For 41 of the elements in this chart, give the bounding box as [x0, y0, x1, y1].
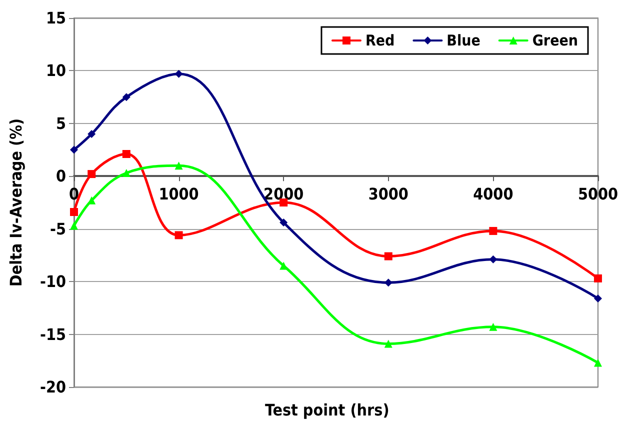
point	[594, 294, 602, 302]
point	[70, 146, 78, 154]
point	[174, 70, 183, 78]
y-axis-title: Delta Iv-Average (%)	[6, 118, 26, 287]
legend-label: Red	[365, 32, 395, 50]
point	[70, 208, 78, 216]
x-axis-title: Test point (hrs)	[265, 400, 390, 420]
y-tick-label: 10	[46, 61, 66, 80]
point	[594, 358, 602, 367]
legend-label: Green	[532, 32, 578, 50]
point	[122, 168, 130, 177]
point	[122, 93, 130, 102]
y-tick-label: 0	[56, 166, 66, 186]
y-tick-label: -15	[40, 324, 66, 344]
legend-label: Blue	[446, 32, 480, 50]
point	[594, 274, 602, 282]
x-tick-label: 5000	[578, 184, 618, 204]
y-tick-label: -10	[40, 272, 66, 292]
point	[174, 231, 183, 240]
x-tick-label: 2000	[264, 184, 304, 204]
y-tick-label: 5	[56, 114, 66, 133]
point	[88, 196, 96, 204]
point	[280, 218, 288, 227]
y-tick-label: -5	[50, 219, 66, 238]
point	[489, 322, 498, 331]
x-tick-label: 1000	[158, 184, 199, 204]
point	[384, 340, 392, 348]
x-tick-label: 0	[68, 184, 80, 204]
y-tick-label: 15	[46, 8, 66, 28]
point	[88, 130, 96, 138]
point	[384, 252, 392, 260]
x-tick-label: 3000	[368, 184, 408, 204]
point	[489, 226, 498, 235]
point	[70, 222, 78, 230]
point	[384, 278, 392, 287]
point	[88, 170, 96, 178]
x-tick-label: 4000	[473, 184, 514, 204]
point	[174, 162, 183, 170]
point	[489, 255, 498, 264]
point	[122, 150, 130, 158]
y-tick-label: -20	[40, 378, 66, 396]
